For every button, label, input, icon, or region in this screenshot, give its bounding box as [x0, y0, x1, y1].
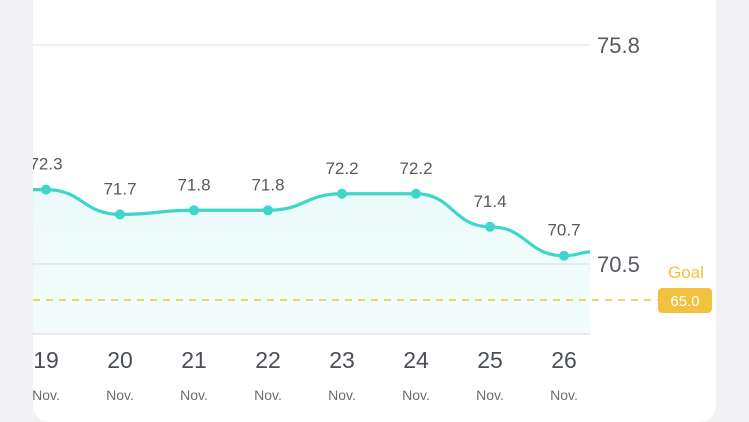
data-value-label: 72.2: [399, 159, 432, 178]
x-day-label: 20: [107, 347, 133, 373]
data-point[interactable]: [115, 209, 125, 220]
x-month-label: Nov.: [402, 387, 430, 403]
data-point[interactable]: [41, 184, 51, 195]
data-point[interactable]: [485, 221, 495, 232]
data-value-label: 71.8: [177, 175, 210, 194]
x-day-label: 26: [551, 347, 577, 373]
x-day-label: 23: [329, 347, 355, 373]
data-value-label: 70.7: [547, 221, 580, 240]
trend-area-fill: [33, 189, 590, 334]
data-point[interactable]: [559, 250, 569, 261]
data-value-label: 71.7: [103, 179, 136, 198]
x-month-label: Nov.: [550, 387, 578, 403]
data-point[interactable]: [411, 188, 421, 199]
x-month-label: Nov.: [328, 387, 356, 403]
left-edge-mask: [0, 0, 33, 422]
x-day-label: 24: [403, 347, 429, 373]
data-value-label: 71.8: [251, 175, 284, 194]
data-value-label: 72.2: [325, 159, 358, 178]
y-tick-label: 75.8: [597, 33, 640, 58]
x-month-label: Nov.: [476, 387, 504, 403]
goal-value-text: 65.0: [670, 293, 699, 310]
x-day-label: 25: [477, 347, 503, 373]
x-month-label: Nov.: [254, 387, 282, 403]
y-tick-label: 70.5: [597, 252, 640, 277]
x-month-label: Nov.: [106, 387, 134, 403]
data-value-label: 71.4: [473, 192, 506, 211]
goal-label: Goal: [668, 263, 704, 282]
data-value-label: 72.3: [29, 155, 62, 174]
x-day-label: 19: [33, 347, 59, 373]
x-month-label: Nov.: [180, 387, 208, 403]
data-point[interactable]: [337, 188, 347, 199]
x-day-label: 22: [255, 347, 281, 373]
x-day-label: 21: [181, 347, 207, 373]
x-month-label: Nov.: [32, 387, 60, 403]
data-point[interactable]: [263, 205, 273, 216]
data-point[interactable]: [189, 205, 199, 216]
goal-value-badge: [658, 288, 712, 313]
trend-line: [33, 188, 590, 258]
